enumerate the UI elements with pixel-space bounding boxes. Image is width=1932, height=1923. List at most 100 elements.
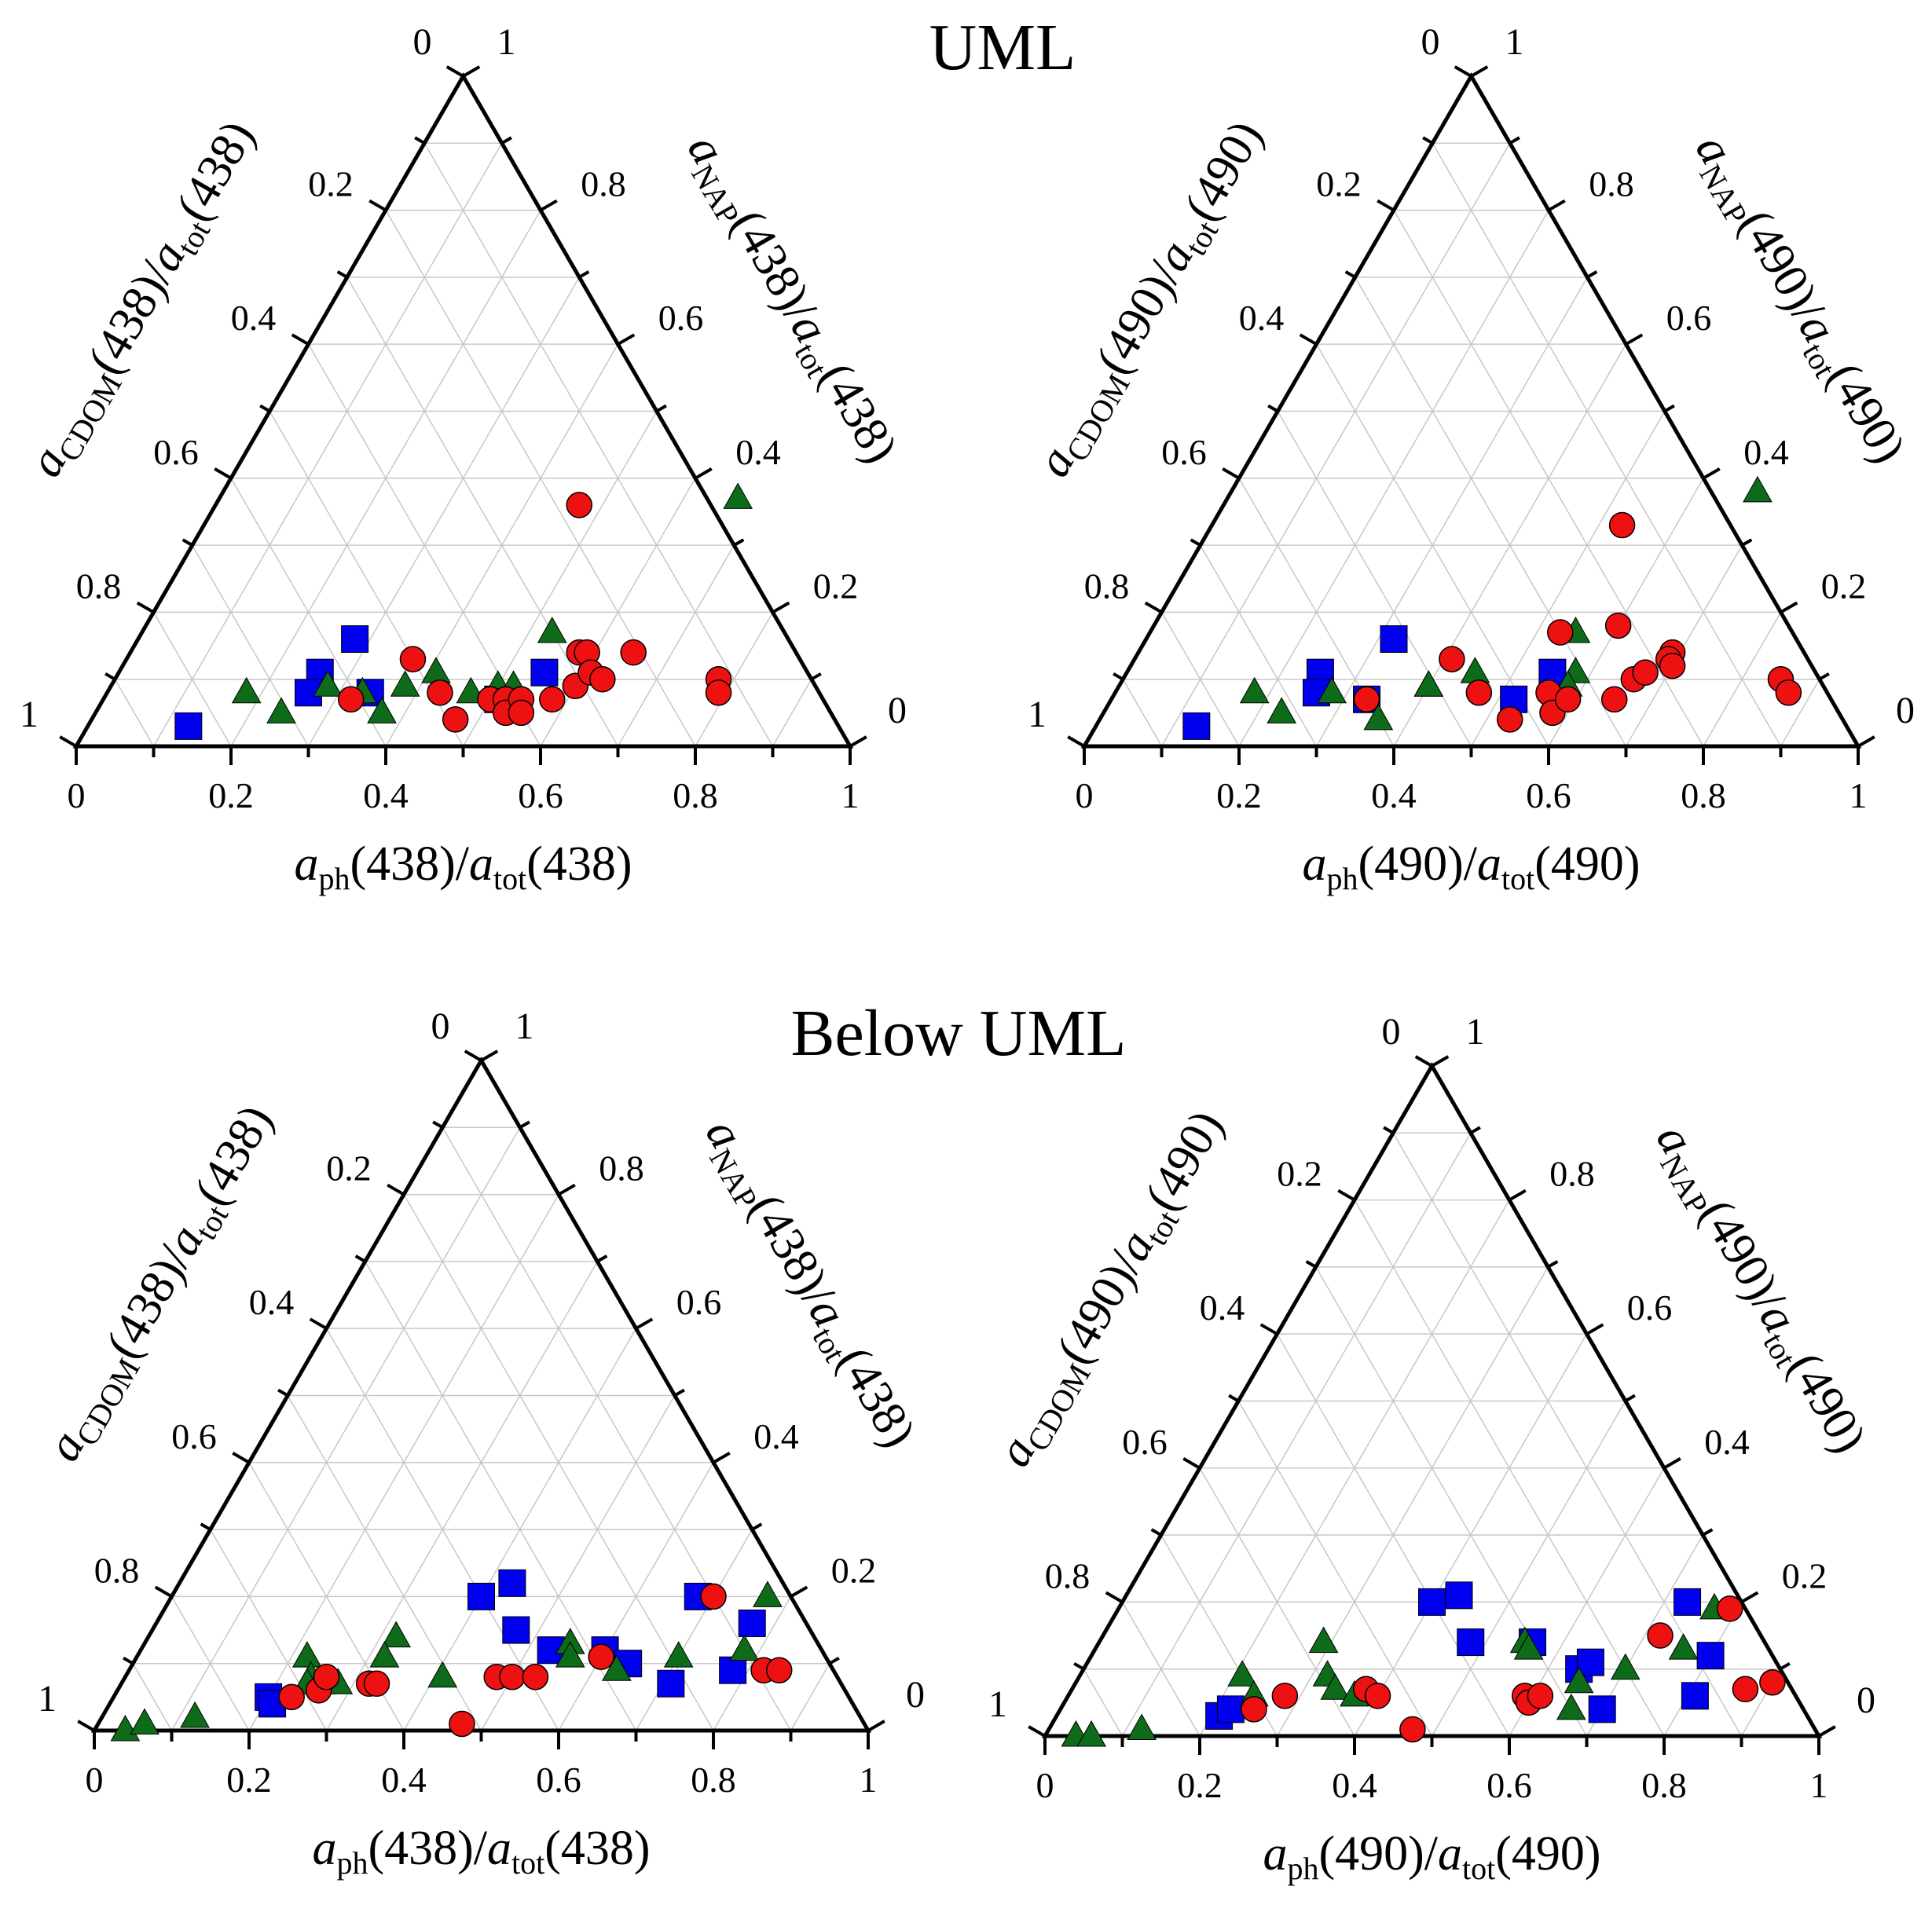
grid-line (442, 1126, 792, 1731)
left-tick (1305, 1260, 1317, 1269)
bottom-tick-label: 0.2 (208, 775, 254, 815)
right-tick (1547, 199, 1566, 212)
triangle-marker (390, 670, 420, 697)
left-tick (1228, 1394, 1240, 1403)
data-markers (174, 482, 753, 740)
bottom-tick-label: 0.4 (381, 1760, 427, 1800)
right-tick (596, 1255, 608, 1263)
left-tick (291, 333, 310, 346)
triangle-marker (729, 1634, 760, 1661)
bottom-tick-label: 0.6 (518, 775, 563, 815)
triangle-marker (1308, 1626, 1339, 1654)
triangle-marker (1610, 1653, 1641, 1680)
circle-marker (363, 1670, 390, 1698)
right-tick (1818, 672, 1830, 681)
right-tick-label: 0.6 (676, 1282, 722, 1322)
grid-line (790, 1663, 830, 1731)
left-tick (1182, 1457, 1201, 1470)
right-tick (1431, 1055, 1450, 1068)
left-tick (1113, 672, 1124, 681)
bottom-tick-label: 0.8 (1681, 775, 1726, 815)
right-tick (1702, 1528, 1714, 1537)
grid-lines (132, 1126, 830, 1731)
left-tick (181, 538, 193, 547)
square-marker (738, 1610, 766, 1638)
circle-marker (1399, 1716, 1426, 1743)
grid-line (170, 1126, 521, 1731)
vertex-label-bottom-left: 1 (20, 694, 38, 735)
left-tick (432, 1120, 444, 1130)
bottom-tick-label: 0 (68, 775, 86, 815)
triangle-marker (555, 1641, 585, 1668)
left-tick (1344, 270, 1356, 279)
left-tick-label: 0.8 (1084, 566, 1130, 606)
right-tick (539, 199, 558, 212)
left-tick-label: 0.2 (1277, 1154, 1322, 1194)
circle-marker (313, 1664, 340, 1690)
bottom-tick-label: 0.8 (691, 1760, 736, 1800)
left-tick-label: 0.2 (308, 164, 354, 204)
circle-marker (765, 1657, 793, 1683)
square-marker (1182, 712, 1211, 740)
bottom-tick-label: 1 (860, 1760, 878, 1800)
vertex-label-top-left: 0 (413, 21, 432, 63)
right-tick-label: 0.6 (1627, 1287, 1673, 1328)
square-marker (174, 712, 203, 740)
grid-line (1625, 544, 1743, 747)
left-tick (1337, 1189, 1356, 1202)
right-tick (1586, 270, 1598, 279)
left-tick-label: 0.8 (94, 1550, 140, 1590)
triangle-marker (753, 1581, 783, 1607)
left-tick (123, 1656, 134, 1665)
square-marker (1216, 1695, 1245, 1723)
bottom-tick-label: 0.2 (226, 1760, 272, 1800)
left-tick (1422, 136, 1434, 145)
triangle-marker (1320, 1673, 1351, 1700)
left-tick-label: 0.6 (1161, 432, 1207, 472)
bottom-tick-label: 1 (841, 775, 860, 815)
grid-line (1200, 544, 1318, 747)
circle-marker (1608, 511, 1636, 539)
vertex-label-top-right: 1 (497, 21, 516, 63)
right-tick (1624, 1394, 1636, 1403)
triangle-marker (723, 482, 753, 509)
left-tick (154, 1585, 173, 1599)
circle-marker (508, 699, 535, 727)
left-tick-label: 0.6 (153, 432, 199, 472)
grid-line (1276, 1266, 1549, 1737)
ternary-panel-below-uml-438: 0 0.2 0.4 0.6 0.8 10.20.40.60.80.80.60.40.20 1… (36, 1005, 926, 1881)
left-tick (1222, 467, 1241, 480)
left-tick (1144, 601, 1163, 614)
triangle-marker (110, 1714, 141, 1742)
right-tick (519, 1120, 530, 1130)
right-tick (1547, 1260, 1559, 1269)
right-tick (694, 467, 713, 480)
ticks (1067, 65, 1875, 765)
grid-line (346, 277, 619, 747)
triangle-marker (292, 1641, 322, 1668)
vertex-label-top-right: 1 (515, 1005, 534, 1047)
left-tick (1454, 65, 1472, 78)
right-tick-label: 0.8 (599, 1148, 644, 1189)
vertex-label-bottom-right: 0 (1896, 690, 1915, 731)
right-tick (1469, 1126, 1481, 1135)
triangle-marker (180, 1701, 210, 1728)
grid-line (132, 1663, 173, 1731)
circle-marker (566, 492, 592, 518)
left-tick (259, 404, 271, 413)
right-tick (1470, 65, 1489, 78)
right-tick (1741, 538, 1753, 547)
right-tick (828, 1656, 840, 1665)
left-axis-title: aCDOM(438)/atot(438) (18, 112, 269, 488)
bottom-axis-title: aph(490)/atot(490) (1263, 1827, 1600, 1886)
square-marker (502, 1616, 530, 1644)
bottom-tick-label: 1 (1810, 1765, 1828, 1805)
right-tick (1586, 1323, 1604, 1335)
bottom-tick-label: 0.6 (1526, 775, 1571, 815)
circle-marker (1659, 652, 1686, 679)
right-tick (772, 601, 790, 614)
circle-marker (1497, 706, 1523, 733)
square-marker (1457, 1628, 1485, 1657)
right-tick-label: 0.2 (831, 1550, 877, 1590)
circle-marker (399, 646, 427, 672)
